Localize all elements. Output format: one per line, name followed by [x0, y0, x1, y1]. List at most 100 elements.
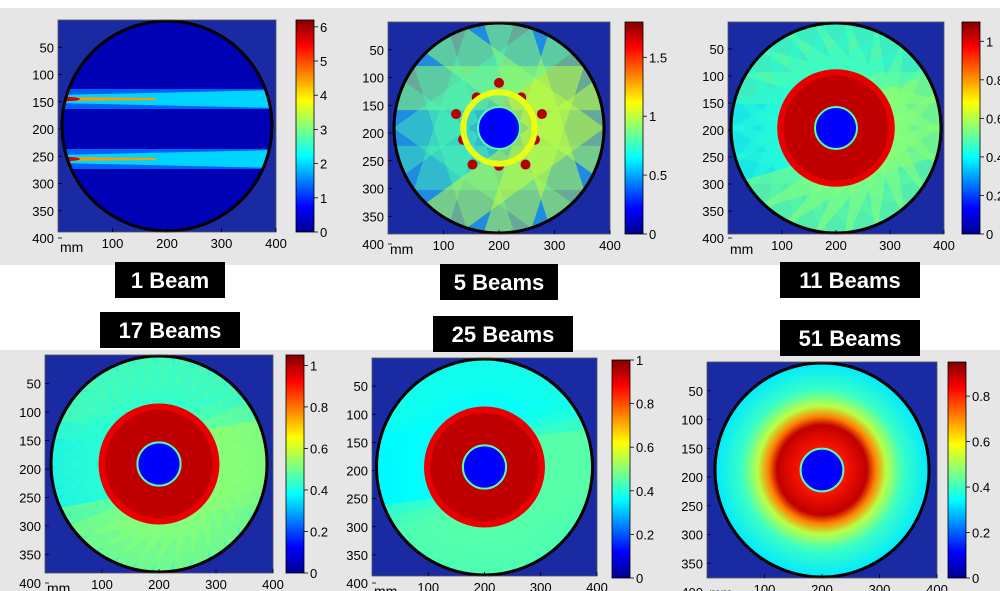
y-tick-label: 150 [19, 434, 41, 449]
y-tick-label: 250 [362, 154, 384, 169]
colorbar-tick-label: 1 [649, 109, 656, 124]
y-tick-label: 100 [32, 68, 54, 83]
colorbar-tick-label: 1 [310, 358, 317, 373]
colorbar-tick-label: 0 [636, 571, 643, 586]
x-tick-label: 200 [488, 238, 510, 253]
beam-count-badge [100, 312, 240, 348]
x-unit-label: mm [730, 241, 753, 257]
y-tick-label: 250 [32, 149, 54, 164]
colorbar-tick-label: 0 [649, 227, 656, 242]
beam-count-badge [780, 262, 920, 298]
central-target-rim [814, 106, 858, 150]
y-tick-label: 300 [702, 177, 724, 192]
y-tick-label: 100 [346, 407, 368, 422]
y-tick-label: 350 [346, 548, 368, 563]
hotspot [451, 109, 462, 120]
x-tick-label: 300 [530, 580, 552, 591]
x-tick-label: 100 [102, 236, 124, 251]
y-tick-label: 50 [370, 43, 384, 58]
beam-count-label: 11 Beams [799, 268, 901, 293]
central-target [815, 107, 857, 149]
x-tick-label: 400 [933, 238, 955, 253]
dose-plot-4: 50 100 150 200 250 300 350 400 100 200 300 400 mm 0 0.… [0, 312, 337, 591]
y-tick-label: 200 [362, 126, 384, 141]
colorbar-tick-label: 0.4 [636, 484, 654, 499]
y-tick-label: 100 [19, 405, 41, 420]
central-target-rim [461, 444, 508, 490]
central-target [137, 442, 181, 486]
y-tick-label: 350 [32, 204, 54, 219]
dose-plot-5: 50 100 150 200 250 300 350 400 100 200 300 400 mm 0 0.… [337, 316, 667, 591]
beam-count-badge [115, 262, 225, 298]
colorbar-tick-label: 0.6 [310, 441, 328, 456]
y-tick-label: 200 [19, 462, 41, 477]
y-tick-label: 200 [681, 470, 703, 485]
dose-plot-3: 50 100 150 200 250 300 350 400 100 200 300 400 mm 0 0.… [667, 8, 1000, 298]
colorbar-tick-label: 3 [320, 122, 327, 137]
y-tick-label: 400 [346, 576, 368, 591]
x-tick-label: 300 [544, 238, 566, 253]
y-tick-label: 300 [362, 182, 384, 197]
colorbar-tick-label: 0 [972, 571, 979, 586]
central-target-rim [799, 447, 845, 493]
dose-plot-1: 50 100 150 200 250 300 350 400 100 200 300 400 mm 0 1 2… [0, 8, 337, 298]
dose-distribution [62, 21, 272, 231]
colorbar-tick-label: 0.2 [310, 524, 328, 539]
x-tick-label: 400 [262, 577, 284, 591]
x-tick-label: 100 [91, 577, 113, 591]
hotspot [467, 159, 478, 170]
x-tick-label: 400 [926, 582, 948, 591]
colorbar-tick-label: 0.6 [986, 111, 1000, 126]
y-tick-label: 250 [346, 492, 368, 507]
y-tick-label: 400 [362, 237, 384, 252]
y-tick-label: 250 [702, 150, 724, 165]
x-tick-label: 400 [599, 238, 621, 253]
beam-count-badge [440, 264, 558, 300]
colorbar-tick-label: 0.8 [310, 400, 328, 415]
colorbar [961, 21, 981, 235]
y-tick-label: 50 [27, 377, 41, 392]
dose-distribution [715, 363, 929, 577]
y-tick-label: 350 [702, 204, 724, 219]
colorbar-tick-label: 0 [320, 225, 327, 240]
colorbar-tick-label: 0.5 [649, 168, 667, 183]
y-tick-label: 50 [354, 379, 368, 394]
y-tick-label: 100 [362, 71, 384, 86]
central-target-rim [136, 441, 182, 487]
x-tick-label: 200 [148, 577, 170, 591]
dose-plot-6: 50 100 150 200 250 300 350 400 100 200 300 400 mm 0 0.… [667, 320, 1000, 591]
colorbar-tick-label: 1 [636, 353, 643, 368]
beam-strip [424, 80, 604, 233]
colorbar-tick-label: 0.4 [310, 483, 328, 498]
central-target-rim [477, 106, 521, 150]
y-tick-label: 300 [19, 519, 41, 534]
y-tick-label: 150 [702, 96, 724, 111]
x-tick-label: 400 [586, 580, 608, 591]
colorbar-tick-label: 0.8 [972, 389, 990, 404]
y-tick-label: 400 [681, 585, 703, 591]
x-tick-label: 100 [433, 238, 455, 253]
y-tick-label: 350 [362, 209, 384, 224]
colorbar-tick-label: 1.5 [649, 50, 667, 65]
beam-band [62, 90, 272, 109]
central-target [462, 445, 507, 489]
x-unit-label: mm [374, 583, 397, 591]
beam-strip [407, 23, 515, 223]
x-tick-label: 300 [879, 238, 901, 253]
beam-count-label: 25 Beams [452, 322, 555, 347]
y-tick-label: 250 [19, 491, 41, 506]
dose-plot-2: 50 100 150 200 250 300 350 400 100 200 300 400 mm 0 0.… [337, 8, 667, 300]
colorbar [624, 21, 644, 235]
colorbar-tick-label: 5 [320, 54, 327, 69]
x-tick-label: 100 [754, 582, 776, 591]
beam-band [62, 149, 272, 168]
y-tick-label: 150 [346, 435, 368, 450]
y-tick-label: 250 [681, 499, 703, 514]
beam-count-badge [780, 320, 920, 356]
colorbar-tick-label: 1 [986, 34, 993, 49]
y-tick-label: 100 [702, 69, 724, 84]
colorbar-tick-label: 0.4 [972, 480, 990, 495]
x-tick-label: 200 [811, 582, 833, 591]
x-tick-label: 300 [211, 236, 233, 251]
